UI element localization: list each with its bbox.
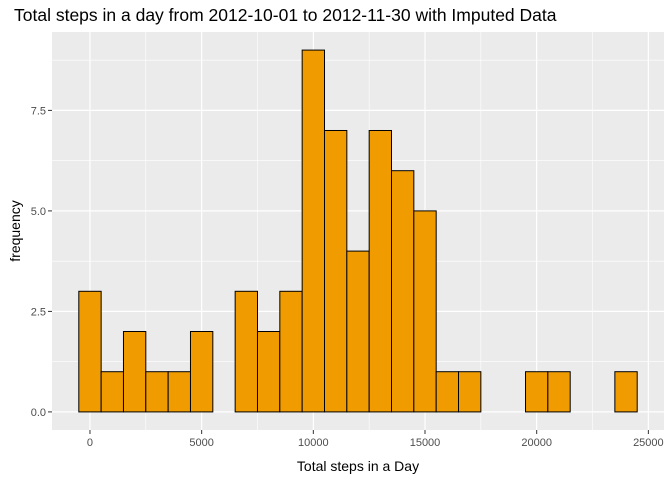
histogram-bar — [525, 371, 549, 413]
histogram-bars — [78, 49, 638, 413]
histogram-bar — [346, 250, 370, 413]
y-tick-label: 5.0 — [31, 206, 46, 218]
histogram-bar — [189, 331, 214, 413]
histogram-bar — [234, 290, 258, 413]
histogram-bar — [413, 210, 437, 413]
histogram-bar — [368, 129, 393, 413]
histogram-bar — [323, 129, 348, 413]
y-axis-title: frequency — [7, 200, 23, 261]
histogram-bar — [301, 49, 325, 413]
histogram-bar — [256, 331, 281, 413]
histogram-bar — [435, 371, 460, 413]
x-tick-label: 25000 — [633, 437, 664, 449]
histogram-bar — [100, 371, 124, 413]
y-tick-label: 7.5 — [31, 105, 46, 117]
histogram-bar — [145, 371, 169, 413]
x-tick-label: 5000 — [189, 437, 213, 449]
x-tick-label: 15000 — [410, 437, 441, 449]
histogram-bar — [122, 331, 147, 413]
y-tick-label: 0.0 — [31, 407, 46, 419]
x-axis: 0 5000 10000 15000 20000 25000 — [87, 430, 664, 449]
histogram-bar — [78, 290, 102, 413]
histogram-bar — [167, 371, 191, 413]
histogram-bar — [458, 371, 482, 413]
histogram-bar — [614, 371, 638, 413]
chart-title: Total steps in a day from 2012-10-01 to … — [14, 5, 557, 25]
y-axis: 0.0 2.5 5.0 7.5 — [31, 105, 52, 419]
histogram-bar — [547, 371, 571, 413]
x-axis-title: Total steps in a Day — [297, 458, 419, 474]
x-tick-label: 10000 — [298, 437, 329, 449]
x-tick-label: 0 — [87, 437, 93, 449]
x-tick-label: 20000 — [521, 437, 552, 449]
histogram-bar — [279, 290, 303, 413]
y-tick-label: 2.5 — [31, 306, 46, 318]
histogram-bar — [391, 170, 415, 413]
